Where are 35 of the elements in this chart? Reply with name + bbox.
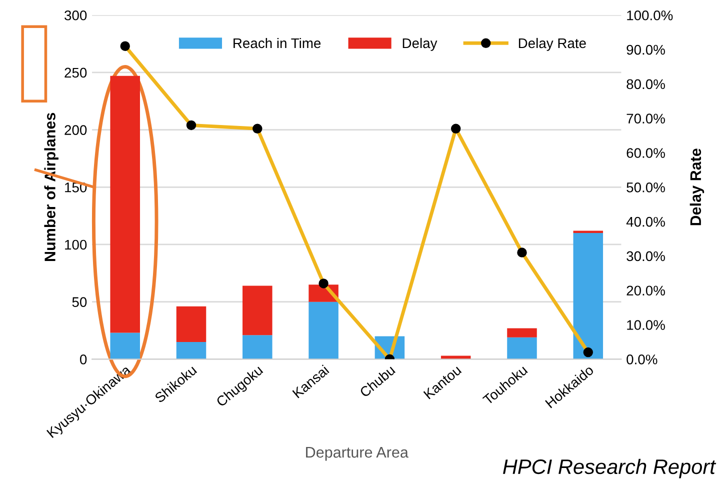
y-axis-title: Number of Airplanes	[44, 112, 58, 261]
y2-tick-label: 80.0%	[626, 79, 665, 90]
text: HPCI Research Report	[503, 458, 716, 478]
bar	[242, 335, 272, 360]
y2-tick-label: 90.0%	[626, 44, 665, 55]
bar	[573, 230, 604, 234]
y-tick-label: 0	[80, 354, 87, 364]
legend-label: Reach in Time	[234, 38, 321, 48]
y2-tick-label: 40.0%	[626, 216, 665, 227]
x-axis-title: Departure Area	[306, 447, 408, 461]
y-tick-label: 100	[65, 240, 87, 250]
bar	[308, 302, 338, 360]
bar	[573, 233, 604, 360]
bar	[176, 342, 206, 360]
bar	[110, 332, 140, 360]
bar	[110, 76, 140, 333]
y2-tick-label: 30.0%	[626, 251, 665, 262]
y-tick-label: 200	[64, 125, 87, 135]
y-tick-label: 250	[64, 68, 87, 78]
bar	[507, 328, 537, 338]
y2-tick-label: 100.0%	[627, 10, 673, 20]
y2-axis-title: Delay Rate	[690, 148, 704, 226]
legend-label: Delay	[402, 38, 438, 51]
y2-tick-label: 60.0%	[626, 148, 665, 158]
y-tick-label: 300	[64, 10, 87, 20]
y-tick-label: 50	[72, 297, 87, 307]
bar	[507, 337, 537, 360]
y2-tick-label: 50.0%	[626, 182, 665, 192]
bar	[242, 286, 272, 336]
y2-tick-label: 10.0%	[627, 320, 665, 330]
bar	[176, 306, 206, 342]
y2-tick-label: 0.0%	[626, 354, 658, 364]
y2-tick-label: 20.0%	[626, 286, 665, 296]
legend-label: Delay Rate	[518, 38, 586, 51]
y2-tick-label: 70.0%	[626, 114, 665, 124]
